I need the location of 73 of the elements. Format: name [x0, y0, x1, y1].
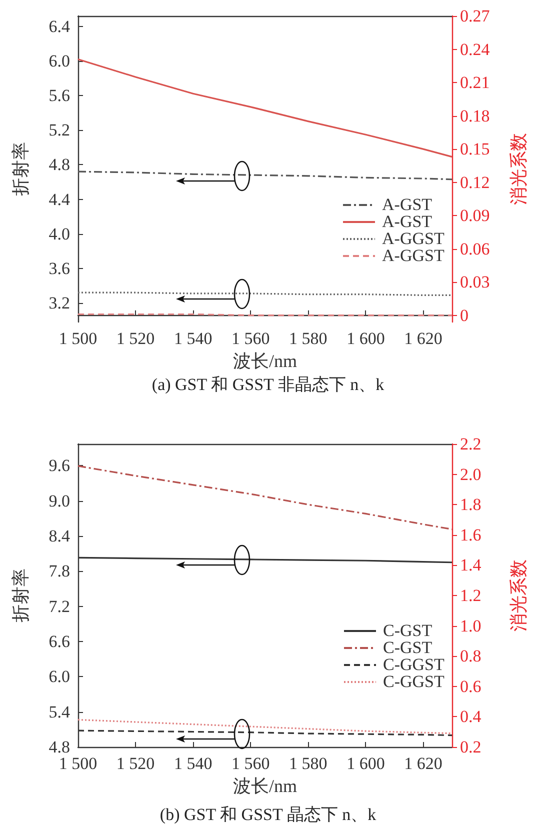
y2-axis-title: 消光系数 — [508, 560, 530, 632]
legend-label: A-GGST — [382, 246, 444, 266]
y-tick-label: 5.6 — [48, 86, 70, 106]
x-tick-label: 1 620 — [404, 754, 442, 773]
y-tick-label: 6.4 — [48, 16, 70, 36]
y-tick-label: 4.8 — [48, 738, 70, 756]
x-tick-label: 1 600 — [346, 329, 385, 348]
y2-tick-label: 0.21 — [460, 73, 490, 92]
line-series — [77, 170, 453, 180]
text: (a) GST 和 GSST 非晶态下 n、k — [152, 375, 385, 394]
y2-tick-label: 0.27 — [460, 6, 490, 26]
y2-tick-label: 2.0 — [460, 464, 482, 484]
y2-tick-label: 0.4 — [460, 707, 482, 726]
legend-label: A-GGST — [382, 229, 444, 248]
y2-tick-label: 0.06 — [460, 239, 490, 258]
y-tick-label: 9.6 — [48, 456, 70, 476]
y-tick-label: 6.6 — [48, 632, 70, 652]
y-tick-label: 8.4 — [48, 526, 70, 546]
x-tick-label: 1 560 — [231, 754, 270, 773]
x-tick-label: 1 560 — [231, 329, 270, 348]
x-tick-label: 1 520 — [116, 754, 155, 773]
y2-tick-label: 0.2 — [460, 738, 482, 756]
y2-tick-label: 0.18 — [460, 106, 490, 126]
line-series — [77, 465, 453, 530]
legend-label: C-GGST — [383, 655, 444, 674]
x-tick-label: 1 500 — [58, 754, 98, 773]
y2-tick-label: 1.0 — [460, 616, 482, 636]
y-tick-label: 3.6 — [48, 258, 70, 278]
y2-axis-title: 消光系数 — [508, 133, 530, 205]
x-tick-label: 1 580 — [289, 329, 328, 348]
x-tick-label: 1 580 — [289, 754, 328, 773]
y-tick-label: 4.0 — [48, 224, 70, 244]
legend-label: C-GST — [383, 621, 432, 640]
legend-label: A-GST — [382, 195, 432, 214]
x-axis-title: 波长/nm — [232, 776, 298, 796]
y2-tick-label: 2.2 — [460, 434, 482, 454]
y2-tick-label: 0.8 — [460, 646, 482, 666]
x-tick-label: 1 600 — [346, 754, 385, 773]
y-axis-title: 折射率 — [10, 568, 32, 622]
text: (b) GST 和 GSST 晶态下 n、k — [160, 805, 377, 824]
y2-tick-label: 1.4 — [460, 556, 482, 575]
line-series — [77, 718, 453, 734]
y-axis-title: 折射率 — [10, 142, 32, 196]
x-tick-label: 1 540 — [174, 329, 212, 348]
y-tick-label: 7.8 — [48, 562, 70, 581]
legend-label: C-GGST — [383, 672, 444, 692]
y2-tick-label: 0.09 — [460, 206, 490, 226]
y-tick-label: 6.0 — [48, 667, 70, 686]
x-tick-label: 1 620 — [404, 329, 442, 348]
x-tick-label: 1 500 — [58, 329, 98, 348]
y2-tick-label: 1.6 — [460, 525, 482, 544]
y2-tick-label: 0.03 — [460, 272, 490, 292]
y-tick-label: 7.2 — [48, 596, 70, 616]
y-tick-label: 9.0 — [48, 491, 70, 510]
y2-tick-label: 0 — [460, 306, 468, 325]
y2-tick-label: 0.6 — [460, 676, 482, 696]
legend-label: C-GST — [383, 638, 432, 658]
legend-label: A-GST — [382, 212, 432, 232]
y-tick-label: 6.0 — [48, 51, 70, 70]
x-axis-title: 波长/nm — [232, 351, 298, 371]
line-series — [77, 58, 453, 158]
y2-tick-label: 0.15 — [460, 140, 490, 159]
y-tick-label: 5.2 — [48, 120, 70, 140]
y-tick-label: 5.4 — [48, 702, 70, 722]
y-tick-label: 4.8 — [48, 155, 70, 174]
x-tick-label: 1 520 — [116, 329, 155, 348]
y2-tick-label: 0.12 — [460, 172, 490, 192]
y2-tick-label: 1.8 — [460, 495, 482, 514]
y2-tick-label: 1.2 — [460, 586, 482, 605]
y-tick-label: 3.2 — [48, 293, 70, 312]
y2-tick-label: 0.24 — [460, 40, 490, 59]
x-tick-label: 1 540 — [174, 754, 212, 773]
y-tick-label: 4.4 — [48, 190, 70, 209]
